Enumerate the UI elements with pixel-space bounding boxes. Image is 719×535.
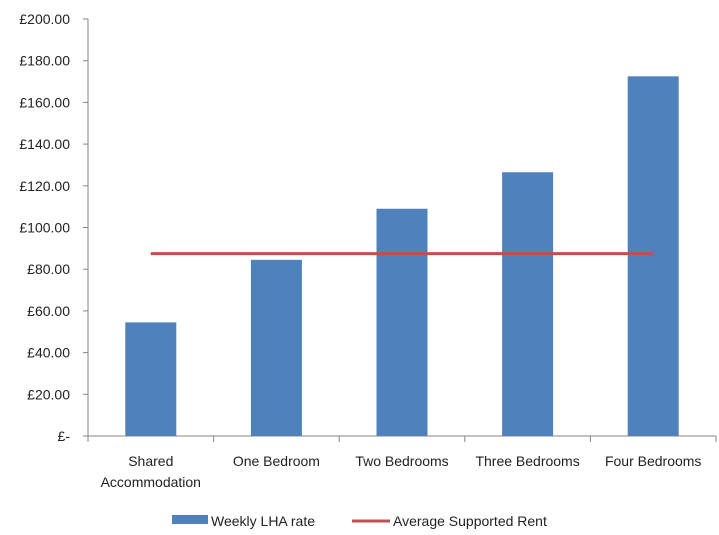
x-tick-label-line: Two Bedrooms [355, 453, 448, 469]
x-tick-label-line: One Bedroom [233, 453, 320, 469]
bar [627, 76, 679, 437]
y-tick-label: £60.00 [27, 303, 70, 319]
y-tick-label: £120.00 [19, 178, 70, 194]
y-tick-label: £- [58, 428, 71, 444]
x-tick-label-line: Four Bedrooms [605, 453, 701, 469]
legend-swatch-bar [172, 515, 208, 524]
y-tick-label: £180.00 [19, 53, 70, 69]
x-tick-label: Shared Accommodation [101, 453, 201, 490]
x-axis: Shared Accommodation One Bedroom Two Bedroo… [87, 435, 717, 490]
y-tick-label: £160.00 [19, 94, 70, 110]
y-axis: £- £20.00 £40.00 £60.00 £80.00 £100.00 £120.00… [19, 11, 89, 444]
y-tick-label: £200.00 [19, 11, 70, 27]
x-tick-label: Four Bedrooms [605, 453, 701, 469]
y-tick-label: £100.00 [19, 220, 70, 236]
bar [376, 208, 428, 436]
x-tick-label: Two Bedrooms [355, 453, 448, 469]
y-tick-label: £20.00 [27, 386, 70, 402]
legend-label: Average Supported Rent [393, 513, 547, 529]
y-tick-label: £80.00 [27, 261, 70, 277]
y-tick-label: £40.00 [27, 345, 70, 361]
bar [250, 259, 302, 436]
x-tick-label-line: Shared [128, 453, 173, 469]
legend: Weekly LHA rate Average Supported Rent [172, 513, 547, 529]
bar-series [125, 76, 679, 437]
bar [125, 322, 177, 436]
bar [502, 172, 554, 436]
x-tick-label-line: Three Bedrooms [475, 453, 579, 469]
x-tick-label-line: Accommodation [101, 474, 201, 490]
x-tick-label: One Bedroom [233, 453, 320, 469]
y-tick-label: £140.00 [19, 136, 70, 152]
x-tick-label: Three Bedrooms [475, 453, 579, 469]
legend-label: Weekly LHA rate [211, 513, 315, 529]
